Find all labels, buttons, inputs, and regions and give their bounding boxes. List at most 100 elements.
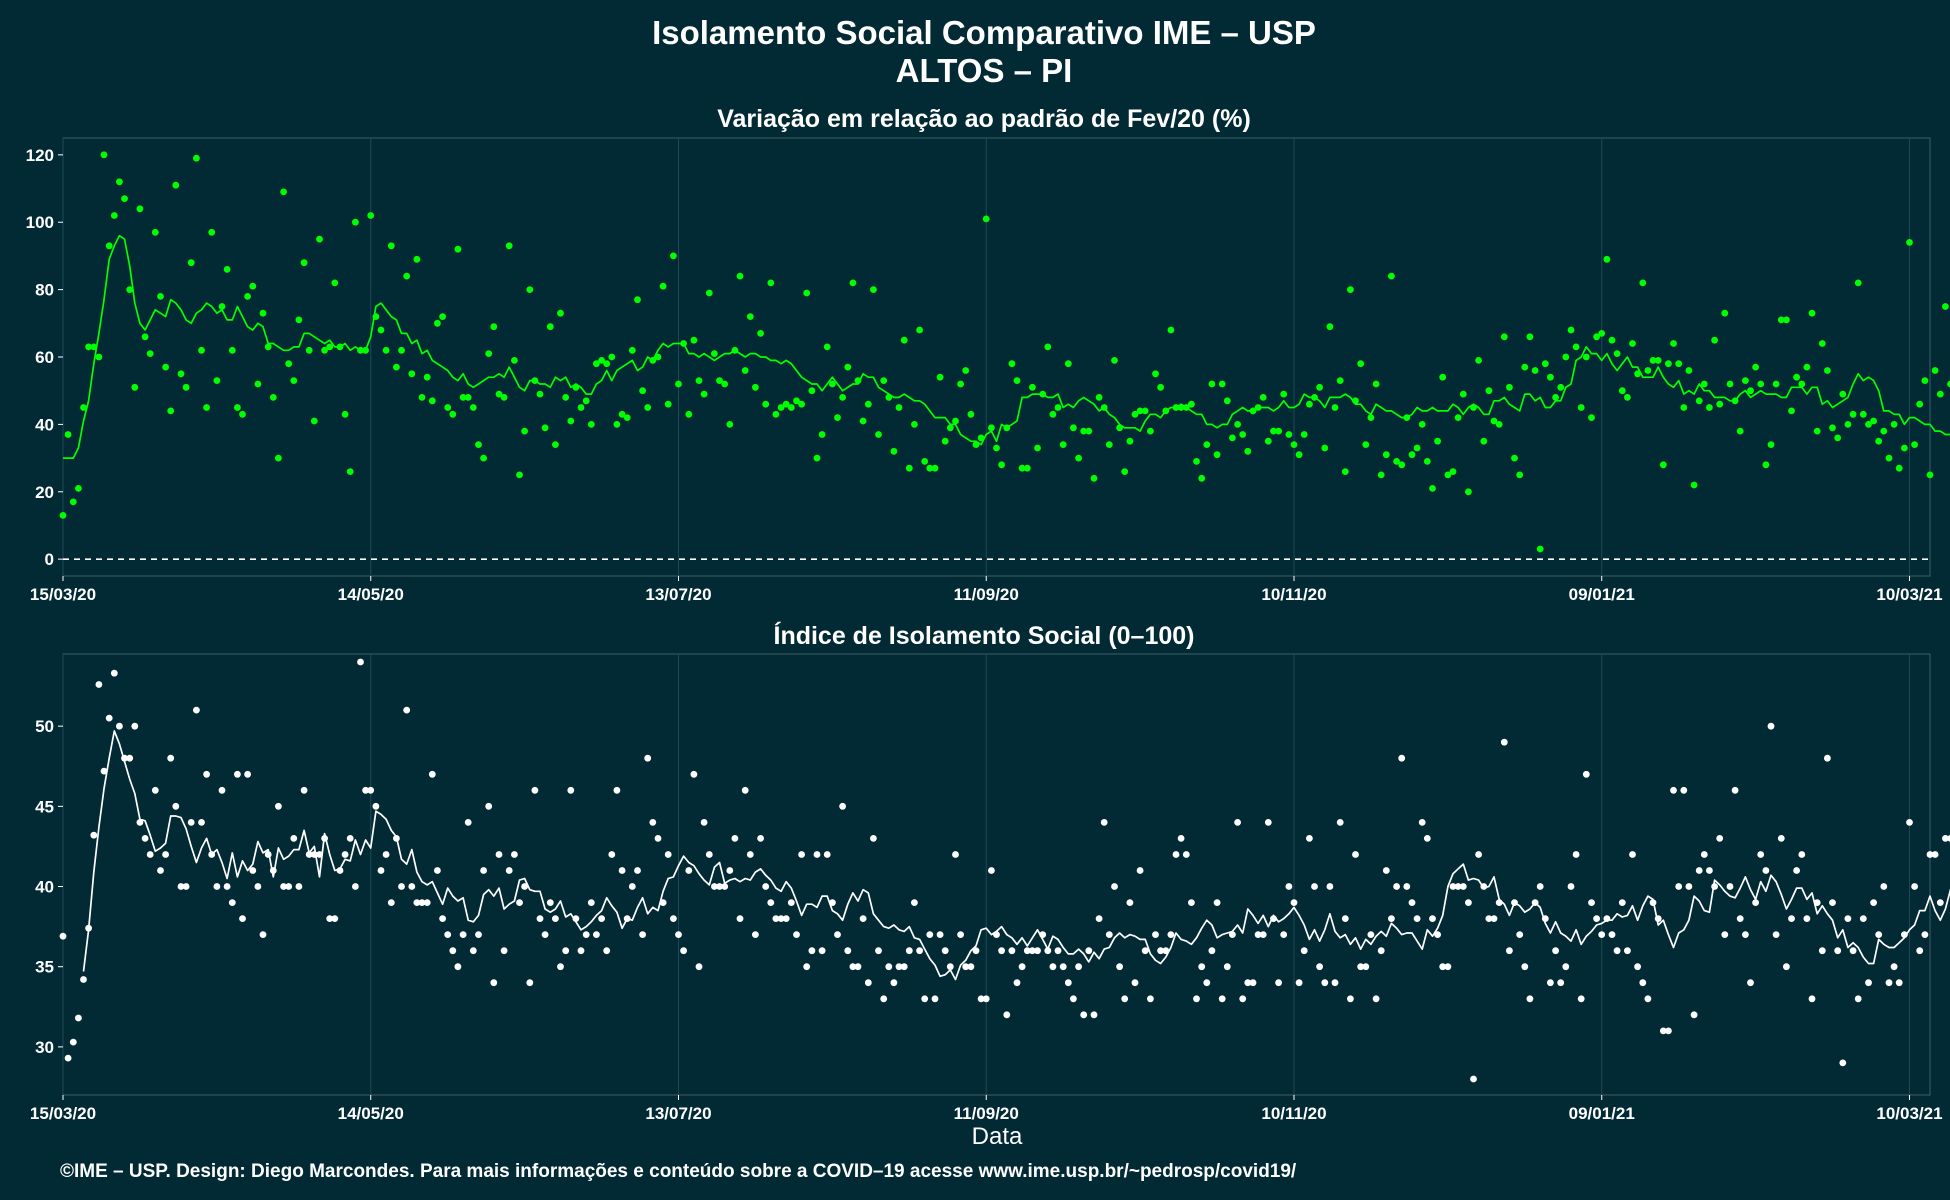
data-point [116, 722, 123, 730]
data-point [864, 400, 872, 408]
x-tick-label: 13/07/20 [645, 585, 711, 604]
data-point [1716, 400, 1724, 408]
data-point [582, 931, 590, 938]
data-point [1418, 421, 1426, 428]
data-point [577, 947, 585, 955]
data-point [1541, 360, 1549, 368]
panel-index: Índice de Isolamento Social (0–100) Data… [30, 621, 1950, 1150]
data-point [1029, 383, 1036, 391]
data-point [1890, 963, 1898, 971]
data-point [1306, 400, 1313, 408]
data-point [962, 367, 970, 374]
data-point [711, 350, 718, 357]
data-point [126, 754, 134, 762]
data-point [382, 851, 390, 858]
data-point [777, 915, 785, 922]
data-point [413, 899, 421, 906]
data-point [1003, 1011, 1011, 1019]
x-tick-label: 14/05/20 [338, 1104, 404, 1123]
data-point [1362, 441, 1370, 448]
data-point [772, 410, 780, 418]
y-tick-label: 60 [35, 348, 54, 367]
data-point [1906, 819, 1913, 826]
data-point [131, 383, 139, 391]
data-point [59, 932, 67, 940]
data-point [1393, 883, 1400, 890]
data-point [711, 883, 718, 890]
data-point [1854, 995, 1862, 1003]
data-point [623, 414, 631, 421]
data-point [408, 883, 416, 890]
data-point [982, 215, 990, 223]
data-point [1813, 427, 1821, 435]
data-point [1454, 414, 1462, 421]
data-point [1690, 481, 1698, 489]
data-point [1321, 444, 1329, 452]
x-tick-label: 10/03/21 [1876, 585, 1942, 604]
data-point [280, 188, 287, 196]
y-tick-label: 40 [35, 878, 54, 897]
data-point [905, 947, 913, 955]
data-point [1239, 995, 1247, 1003]
data-point [85, 343, 92, 351]
data-point [1526, 995, 1534, 1003]
data-point [1824, 754, 1831, 762]
data-point [490, 979, 498, 987]
data-point [1208, 947, 1216, 955]
data-point [1593, 333, 1600, 341]
data-point [977, 995, 985, 1003]
data-point [921, 995, 929, 1003]
data-point [300, 259, 308, 267]
data-point [1536, 883, 1544, 890]
data-point [752, 931, 759, 938]
data-point [187, 259, 195, 267]
data-point [1885, 454, 1893, 462]
data-point [1188, 400, 1195, 408]
data-point [495, 851, 503, 858]
data-point [1049, 963, 1057, 971]
data-point [500, 394, 508, 401]
data-point [1198, 474, 1206, 482]
y-tick-label: 80 [35, 281, 54, 300]
data-point [469, 404, 477, 411]
data-point [1695, 397, 1703, 405]
data-point [993, 444, 1000, 452]
data-point [208, 228, 216, 236]
data-point [1588, 414, 1595, 421]
data-point [1485, 915, 1493, 922]
data-point [1008, 360, 1016, 368]
data-point [1624, 947, 1631, 955]
data-point [1511, 454, 1518, 462]
data-point [716, 883, 723, 890]
data-point [1731, 786, 1739, 794]
data-point [618, 410, 626, 418]
data-point [1131, 410, 1139, 418]
panel-variation: Variação em relação ao padrão de Fev/20 … [26, 105, 1950, 604]
data-point [803, 289, 811, 297]
data-point [500, 947, 508, 955]
y-tick-label: 20 [35, 483, 54, 502]
data-point [675, 931, 682, 938]
data-point [746, 313, 754, 320]
data-point [110, 212, 118, 219]
data-point [1075, 454, 1082, 462]
data-point [1629, 340, 1636, 347]
data-point [1865, 979, 1872, 987]
data-point [705, 289, 713, 297]
data-point [670, 915, 677, 922]
data-point [962, 963, 970, 971]
x-tick-label: 10/03/21 [1876, 1104, 1942, 1123]
data-point [587, 899, 595, 906]
data-point [1721, 931, 1729, 938]
data-point [1090, 474, 1098, 482]
data-point [1254, 931, 1262, 938]
data-point [1136, 867, 1144, 874]
daily-points [59, 658, 1950, 1083]
data-point [526, 286, 534, 293]
data-point [475, 441, 482, 448]
data-point [1552, 947, 1559, 955]
data-point [880, 995, 888, 1003]
data-point [1767, 722, 1775, 730]
data-point [1598, 330, 1606, 337]
data-point [1757, 851, 1765, 858]
